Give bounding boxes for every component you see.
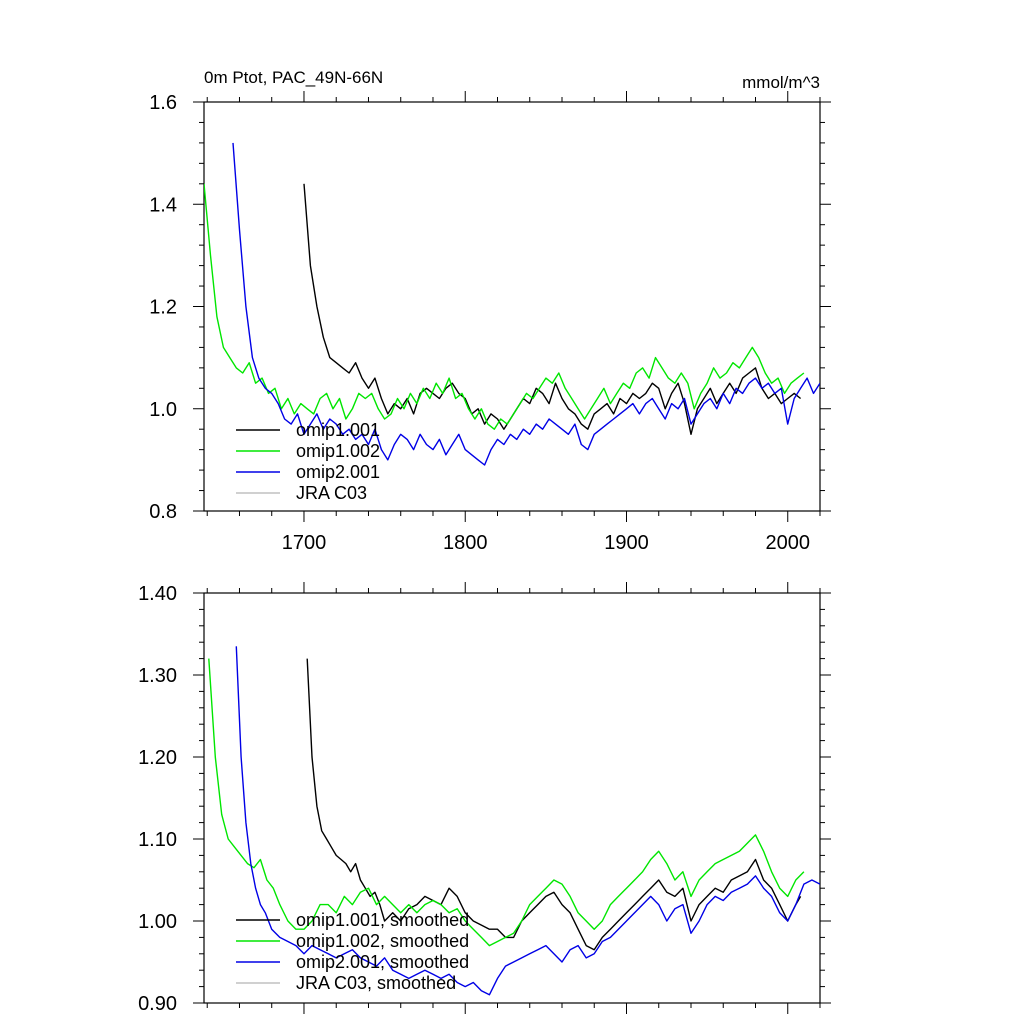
smoothed-series-group <box>208 646 820 996</box>
raw-panel: 1700 1800 1900 2000 0.8 1.0 1.2 1.4 1.6 omip1.001… <box>149 91 831 554</box>
raw-x-tick-label: 2000 <box>765 532 810 554</box>
legend-label-omip2-001: omip2.001 <box>296 462 380 482</box>
smoothed-y-tick-label: 1.10 <box>138 829 177 851</box>
raw-y-tick-label: 0.8 <box>149 501 177 523</box>
raw-y-tick-label: 1.4 <box>149 194 177 216</box>
raw-x-tick-label: 1800 <box>443 532 488 554</box>
smoothed-y-tick-label: 1.00 <box>138 911 177 933</box>
raw-y-tick-label: 1.2 <box>149 297 177 319</box>
raw-x-tick-label: 1900 <box>604 532 649 554</box>
units-label: mmol/m^3 <box>742 73 820 92</box>
raw-y-tick-label: 1.6 <box>149 92 177 114</box>
smoothed-y-tick-label: 0.90 <box>138 993 177 1015</box>
raw-series-group <box>204 142 820 466</box>
smoothed-y-tick-label: 1.30 <box>138 665 177 687</box>
smoothed-y-tick-label: 1.40 <box>138 583 177 605</box>
legend-label-jra-c03: JRA C03 <box>296 483 367 503</box>
legend-label-jra-c03: JRA C03, smoothed <box>296 973 456 993</box>
legend-label-omip1-002: omip1.002, smoothed <box>296 931 469 951</box>
raw-line-omip2-001 <box>232 142 820 466</box>
smoothed-line-omip2-001 <box>235 646 820 996</box>
raw-y-tick-label: 1.0 <box>149 399 177 421</box>
smoothed-line-omip1-002 <box>208 658 805 947</box>
legend-label-omip1-002: omip1.002 <box>296 441 380 461</box>
raw-x-tick-label: 1700 <box>282 532 327 554</box>
raw-line-omip1-002 <box>204 183 805 430</box>
smoothed-y-tick-label: 1.20 <box>138 747 177 769</box>
smoothed-plot-frame <box>203 592 821 1004</box>
smoothed-line-omip1-001 <box>306 658 802 951</box>
figure-title: 0m Ptot, PAC_49N-66N <box>204 68 383 87</box>
legend-label-omip1-001: omip1.001, smoothed <box>296 910 469 930</box>
raw-line-omip1-001 <box>303 183 802 435</box>
smoothed-panel: 0.90 1.00 1.10 1.20 1.30 1.40 omip1.001, smoot… <box>138 582 831 1015</box>
legend-label-omip2-001: omip2.001, smoothed <box>296 952 469 972</box>
legend-label-omip1-001: omip1.001 <box>296 420 380 440</box>
